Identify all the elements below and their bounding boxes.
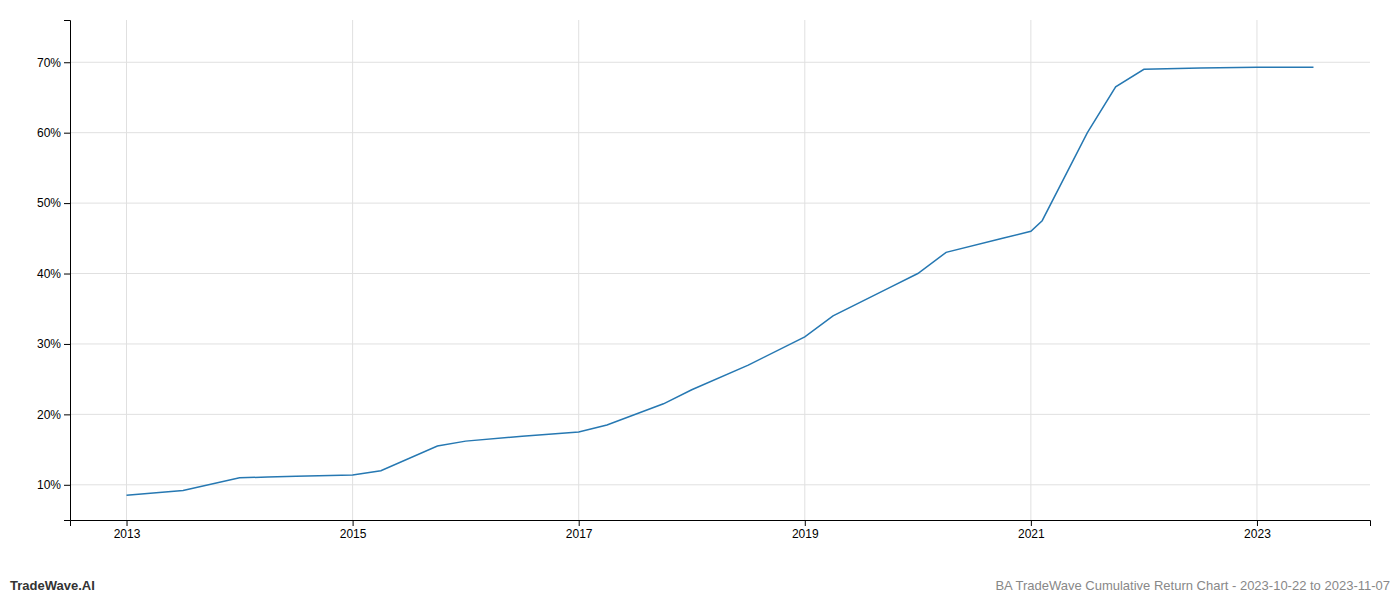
tick: 70% <box>37 56 70 70</box>
tick: 2015 <box>340 520 367 541</box>
tick: 50% <box>37 196 70 210</box>
tick: 60% <box>37 126 70 140</box>
grid-line <box>804 20 805 520</box>
tick-label: 2023 <box>1244 527 1271 541</box>
tick: 20% <box>37 408 70 422</box>
tick: 2021 <box>1018 520 1045 541</box>
tick-mark <box>64 62 70 63</box>
tick: 2019 <box>792 520 819 541</box>
tick-label: 50% <box>37 196 61 210</box>
tick-mark <box>1257 520 1258 526</box>
marks <box>127 67 1314 495</box>
tick: 2017 <box>566 520 593 541</box>
grid-line <box>70 132 1370 133</box>
tick: 2023 <box>1244 520 1271 541</box>
grid-line <box>70 484 1370 485</box>
grid-line <box>1030 20 1031 520</box>
tick-label: 2019 <box>792 527 819 541</box>
tick-mark <box>64 203 70 204</box>
annotation: TradeWave.AI <box>10 578 95 593</box>
tick-label: 30% <box>37 337 61 351</box>
tick-mark <box>1031 520 1032 526</box>
annotation: BA TradeWave Cumulative Return Chart - 2… <box>995 578 1390 593</box>
line <box>127 67 1314 495</box>
grid-line <box>578 20 579 520</box>
plot: 2013 2015 2017 2019 2021 2023 10% 20% 30% 40% 50% 6… <box>37 20 1371 541</box>
tick-label: 10% <box>37 478 61 492</box>
tick-label: 20% <box>37 408 61 422</box>
tick-mark <box>805 520 806 526</box>
tick-label: 60% <box>37 126 61 140</box>
grid-line <box>70 203 1370 204</box>
grid-line <box>1256 20 1257 520</box>
tick-label: 2017 <box>566 527 593 541</box>
grid <box>70 20 1370 520</box>
tick-label: 2015 <box>340 527 367 541</box>
tick-label: 70% <box>37 56 61 70</box>
axis-line <box>64 21 71 521</box>
grid-line <box>70 62 1370 63</box>
grid-line <box>70 414 1370 415</box>
tick-mark <box>64 133 70 134</box>
tick-mark <box>64 274 70 275</box>
x-axis: 2013 2015 2017 2019 2021 2023 <box>71 520 1371 541</box>
tick-mark <box>579 520 580 526</box>
tick: 30% <box>37 337 70 351</box>
tick-label: 2013 <box>114 527 141 541</box>
tick-mark <box>127 520 128 526</box>
tick-mark <box>64 485 70 486</box>
tick-label: 2021 <box>1018 527 1045 541</box>
grid-line <box>126 20 127 520</box>
tick: 10% <box>37 478 70 492</box>
grid-line <box>352 20 353 520</box>
tick: 40% <box>37 267 70 281</box>
grid-line <box>70 273 1370 274</box>
tick: 2013 <box>114 520 141 541</box>
axis-line <box>71 521 1371 527</box>
tick-label: 40% <box>37 267 61 281</box>
grid-line <box>70 343 1370 344</box>
y-axis: 10% 20% 30% 40% 50% 60% 70% <box>37 21 71 521</box>
tick-mark <box>64 344 70 345</box>
tick-mark <box>353 520 354 526</box>
chart: 2013 2015 2017 2019 2021 2023 10% 20% 30% 40% 50% 6… <box>0 0 1400 600</box>
tick-mark <box>64 414 70 415</box>
